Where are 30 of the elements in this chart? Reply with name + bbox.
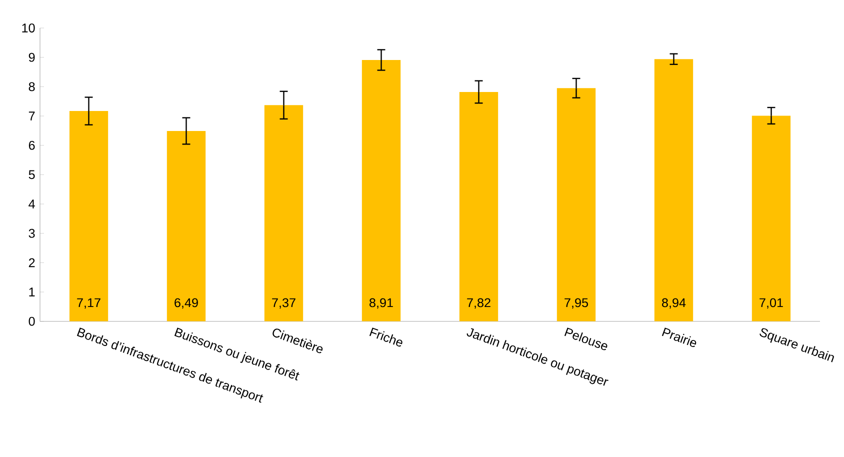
- data-label: 8,91: [370, 298, 393, 309]
- bar: [264, 105, 304, 322]
- y-tick-label: 2: [28, 258, 35, 268]
- y-tick-label: 7: [28, 112, 35, 120]
- data-label: 7,01: [760, 298, 783, 309]
- data-label: 7,37: [272, 298, 296, 309]
- x-tick-label: Friche: [369, 328, 402, 347]
- data-label: 8,94: [662, 298, 686, 309]
- y-tick-label: 1: [29, 288, 35, 296]
- y-tick-label: 9: [28, 52, 35, 62]
- y-tick-label: 10: [22, 24, 35, 32]
- y-tick-label: 0: [28, 316, 35, 326]
- data-label: 6,49: [174, 298, 198, 309]
- bar: [166, 130, 206, 322]
- x-tick-label: Prairie: [662, 328, 696, 348]
- y-tick-label: 4: [28, 200, 35, 208]
- data-label: 7,17: [77, 298, 100, 309]
- x-tick-label: Square urbain: [760, 328, 834, 362]
- data-label: 7,95: [564, 298, 588, 309]
- data-label: 7,82: [467, 298, 490, 309]
- y-tick-label: 8: [28, 82, 35, 92]
- bar: [752, 116, 791, 322]
- bar: [362, 60, 401, 322]
- y-tick-label: 5: [28, 170, 35, 180]
- bar: [556, 88, 596, 322]
- bar: [459, 92, 498, 322]
- bar: [654, 59, 694, 322]
- bar: [69, 111, 108, 322]
- y-tick-label: 6: [28, 140, 35, 150]
- y-tick-label: 3: [28, 228, 35, 238]
